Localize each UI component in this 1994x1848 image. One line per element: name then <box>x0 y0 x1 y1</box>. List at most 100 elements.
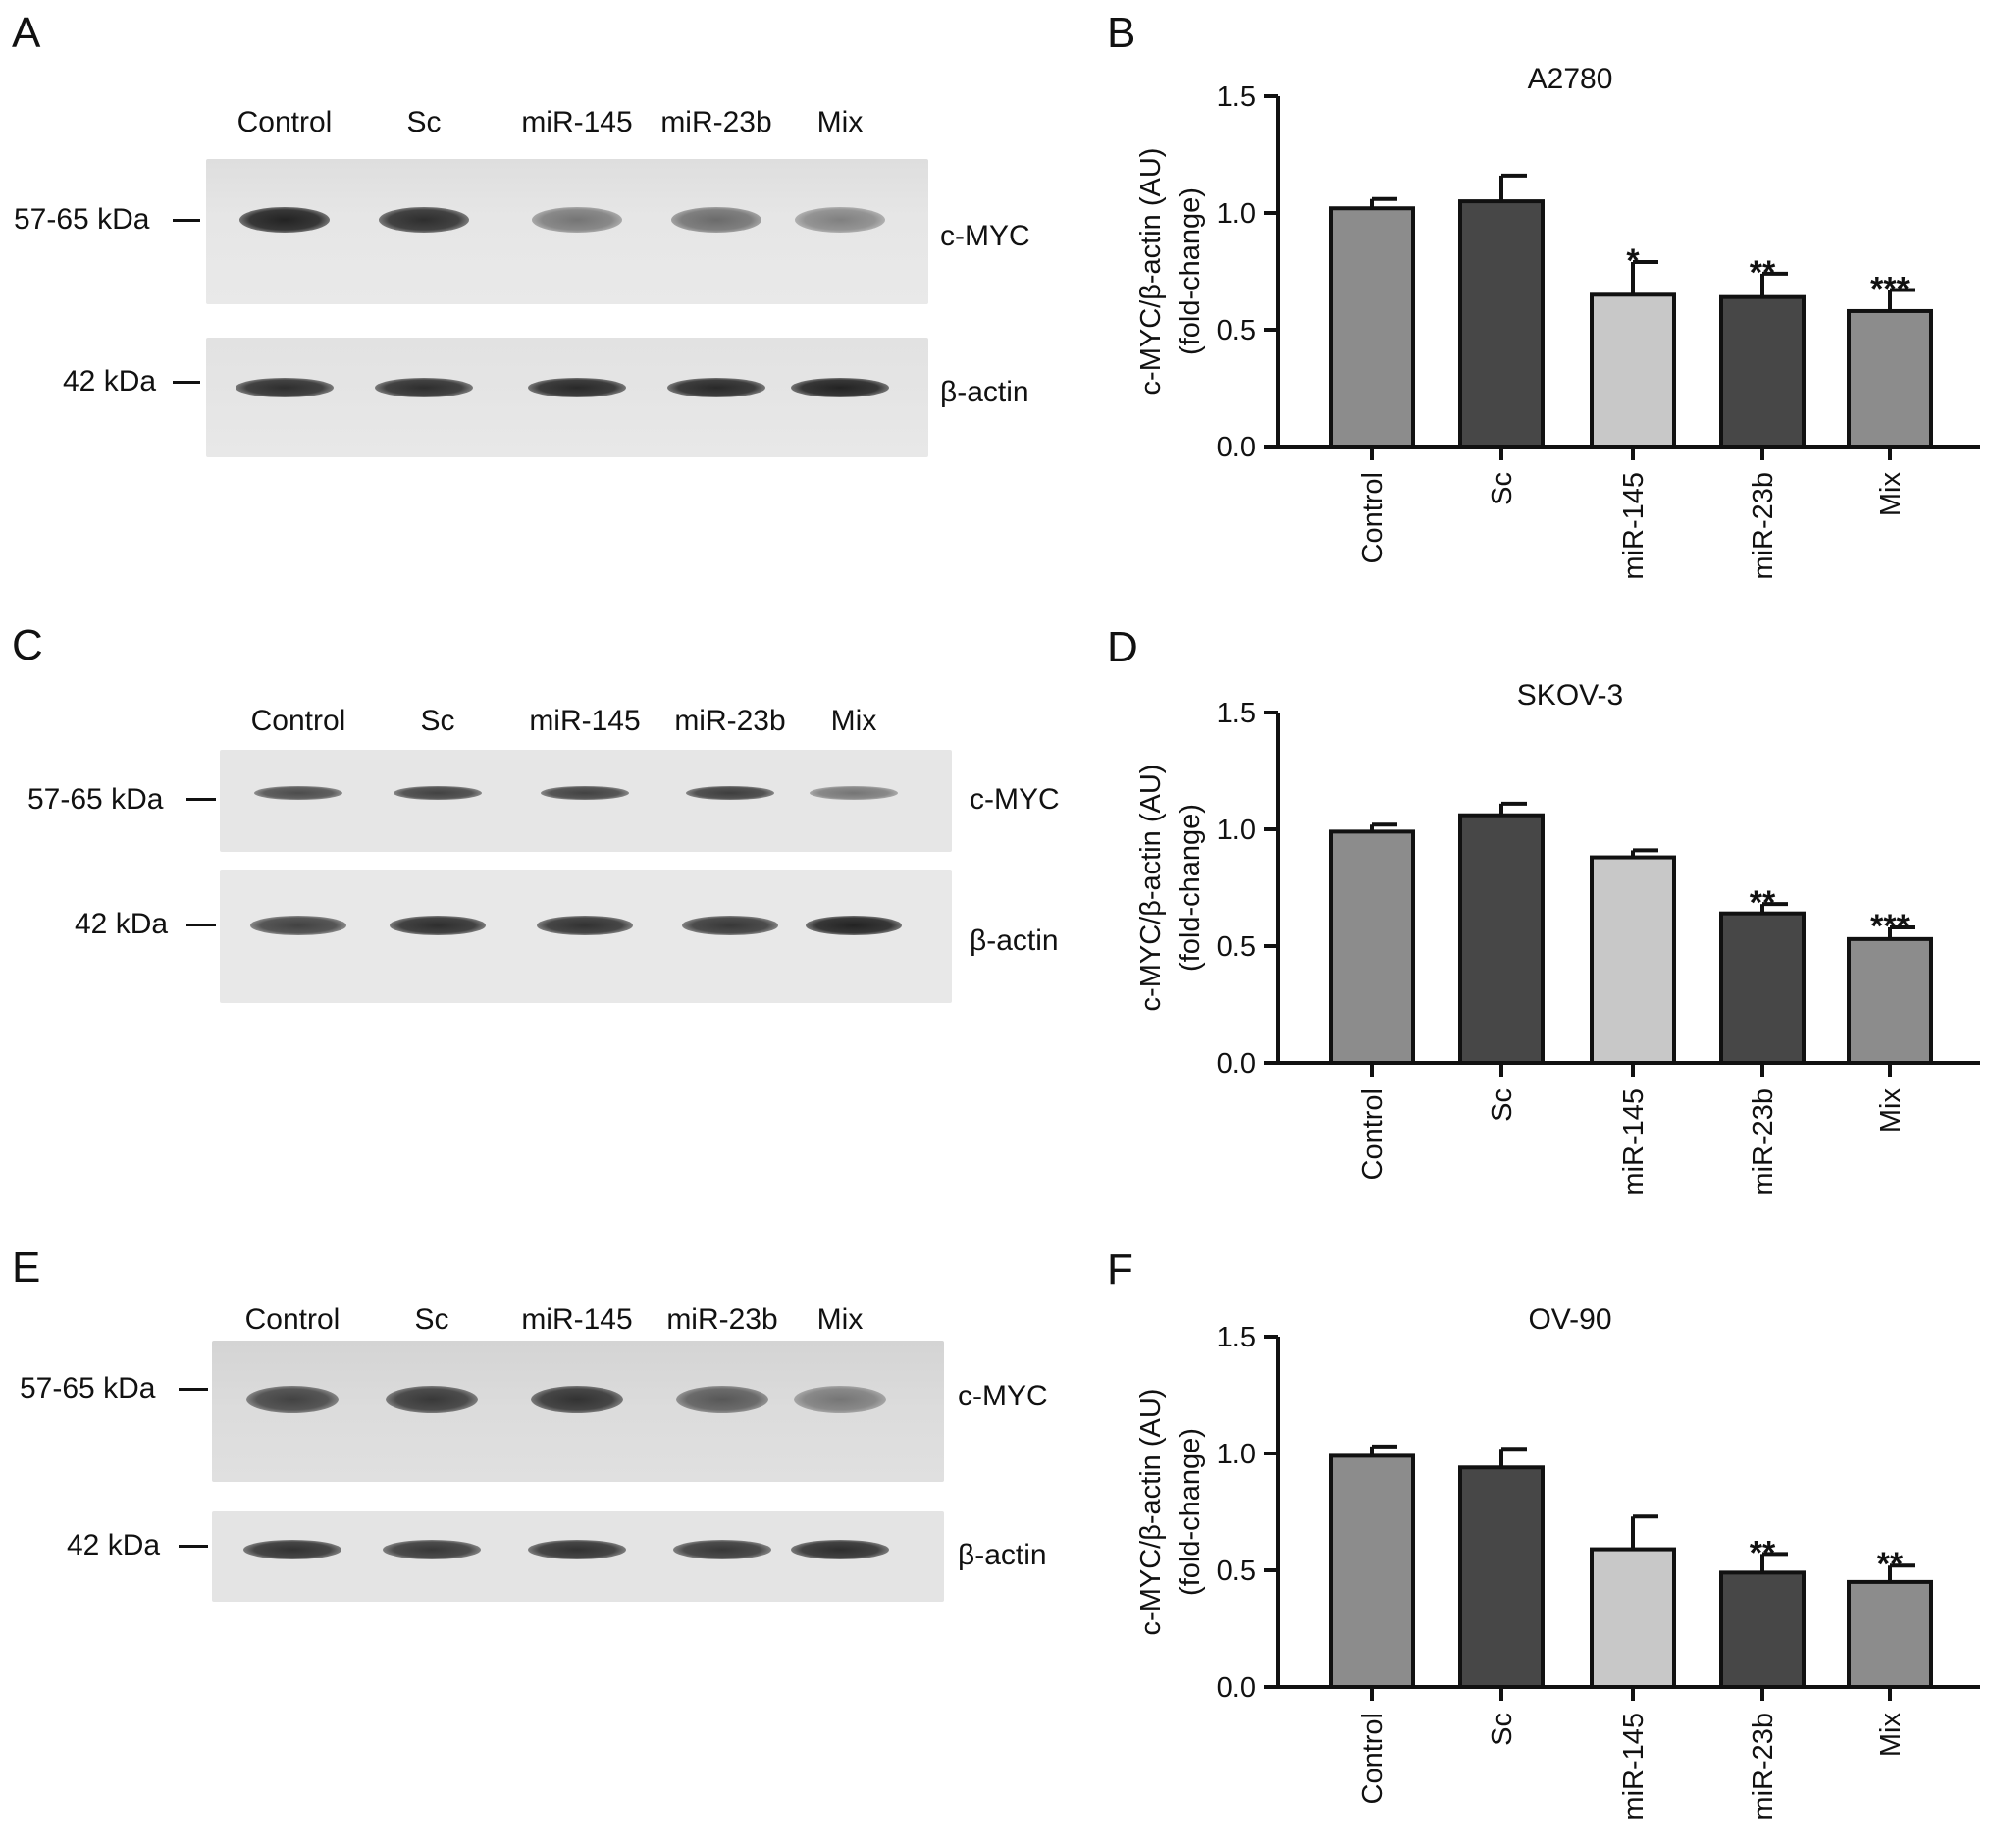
panel-letter-a: A <box>12 9 41 57</box>
bar-mir23b <box>1719 1570 1806 1690</box>
significance-marker: *** <box>1870 908 1910 945</box>
protein-band <box>810 785 898 800</box>
significance-marker: ** <box>1877 1546 1904 1583</box>
protein-band <box>375 378 473 398</box>
protein-band <box>537 916 633 936</box>
x-tick-label: miR-23b <box>1748 1088 1779 1196</box>
protein-band <box>667 378 765 398</box>
chart-title: SKOV-3 <box>1517 679 1623 712</box>
bar-mir145 <box>1590 855 1676 1065</box>
protein-band <box>386 1386 478 1414</box>
protein-band <box>243 1539 341 1559</box>
y-tick-label: 0.0 <box>1217 432 1256 463</box>
kda-marker-myc: 57-65 kDa <box>14 203 150 236</box>
protein-band <box>394 785 482 800</box>
y-tick-label: 0.5 <box>1217 315 1256 346</box>
y-axis-label-units: (fold-change) <box>1175 804 1206 972</box>
bar-control <box>1329 206 1415 449</box>
lane-label-mir145: miR-145 <box>521 1303 633 1336</box>
bar-mir145 <box>1590 292 1676 449</box>
y-tick-label: 0.0 <box>1217 1672 1256 1704</box>
protein-band <box>686 785 774 800</box>
panel-letter-d: D <box>1107 623 1138 671</box>
kda-marker-myc: 57-65 kDa <box>27 783 164 816</box>
protein-band <box>528 1539 626 1559</box>
protein-label-actin: β-actin <box>958 1539 1047 1571</box>
x-tick-label: Control <box>1357 1713 1389 1805</box>
protein-label-actin: β-actin <box>970 924 1059 957</box>
kda-marker-actin: 42 kDa <box>75 908 169 940</box>
lane-label-sc: Sc <box>414 1303 449 1336</box>
lane-label-control: Control <box>244 1303 341 1336</box>
protein-label-myc: c-MYC <box>940 220 1030 252</box>
bar-chart-2: OV-90 c-MYC/β-actin (AU) (fold-change) 0.0 0… <box>1135 1303 1980 1821</box>
significance-marker: ** <box>1750 884 1776 922</box>
lane-label-mir145: miR-145 <box>521 106 633 138</box>
x-tick-label: miR-145 <box>1618 472 1650 580</box>
x-tick-label: Mix <box>1875 1713 1907 1758</box>
lane-label-mix: Mix <box>816 1303 864 1336</box>
bar-mir23b <box>1719 294 1806 449</box>
protein-band <box>236 378 334 398</box>
significance-marker: ** <box>1750 1534 1776 1571</box>
x-tick-label: Sc <box>1487 472 1518 505</box>
panel-letter-c: C <box>12 621 43 669</box>
bar-mix <box>1847 308 1933 449</box>
chart-title: A2780 <box>1528 63 1613 95</box>
protein-band <box>795 207 885 234</box>
protein-band <box>794 1386 886 1414</box>
y-tick-label: 1.5 <box>1217 1322 1256 1353</box>
blot-strip-actin <box>220 870 952 1003</box>
bar-control <box>1329 829 1415 1065</box>
protein-band <box>528 378 626 398</box>
kda-marker-myc: 57-65 kDa <box>20 1372 156 1404</box>
lane-label-sc: Sc <box>406 106 442 138</box>
y-axis-label: c-MYC/β-actin (AU) <box>1135 1389 1167 1636</box>
y-tick-label: 0.5 <box>1217 1556 1256 1587</box>
blot-strip-actin <box>206 338 928 457</box>
lane-label-mix: Mix <box>816 106 864 138</box>
bar-mir23b <box>1719 911 1806 1065</box>
protein-label-actin: β-actin <box>940 376 1029 408</box>
marker-tick <box>173 381 200 384</box>
significance-marker: * <box>1626 242 1640 280</box>
protein-band <box>532 207 622 234</box>
protein-band <box>682 916 778 936</box>
blot-strip-myc <box>212 1341 944 1482</box>
panel-letter-e: E <box>12 1243 41 1292</box>
bar-mix <box>1847 936 1933 1065</box>
x-tick-label: miR-145 <box>1618 1088 1650 1196</box>
x-tick-label: Sc <box>1487 1713 1518 1746</box>
x-tick-label: miR-23b <box>1748 472 1779 580</box>
blot-strip-actin <box>212 1511 944 1602</box>
protein-band <box>383 1539 481 1559</box>
lane-label-mir145: miR-145 <box>529 705 641 737</box>
protein-band <box>671 207 761 234</box>
x-tick-label: Control <box>1357 1088 1389 1181</box>
protein-label-myc: c-MYC <box>958 1380 1048 1412</box>
blot-strip-myc <box>220 750 952 852</box>
protein-band <box>791 378 889 398</box>
bar-mir145 <box>1590 1547 1676 1689</box>
y-axis-label: c-MYC/β-actin (AU) <box>1135 765 1167 1012</box>
lane-label-mix: Mix <box>830 705 877 737</box>
x-tick-label: Mix <box>1875 472 1907 517</box>
blot-strip-myc <box>206 159 928 304</box>
bar-sc <box>1458 1465 1545 1690</box>
lane-label-mir23b: miR-23b <box>674 705 786 737</box>
protein-label-myc: c-MYC <box>970 783 1060 816</box>
y-tick-label: 1.0 <box>1217 198 1256 230</box>
x-tick-label: Sc <box>1487 1088 1518 1122</box>
kda-marker-actin: 42 kDa <box>63 365 157 397</box>
protein-band <box>673 1539 771 1559</box>
protein-band <box>246 1386 339 1414</box>
chart-title: OV-90 <box>1528 1303 1611 1336</box>
bar-control <box>1329 1453 1415 1689</box>
lane-label-sc: Sc <box>420 705 455 737</box>
lane-label-control: Control <box>250 705 346 737</box>
significance-marker: ** <box>1750 254 1776 291</box>
marker-tick <box>179 1388 208 1391</box>
bar-sc <box>1458 813 1545 1065</box>
y-tick-label: 0.0 <box>1217 1048 1256 1080</box>
